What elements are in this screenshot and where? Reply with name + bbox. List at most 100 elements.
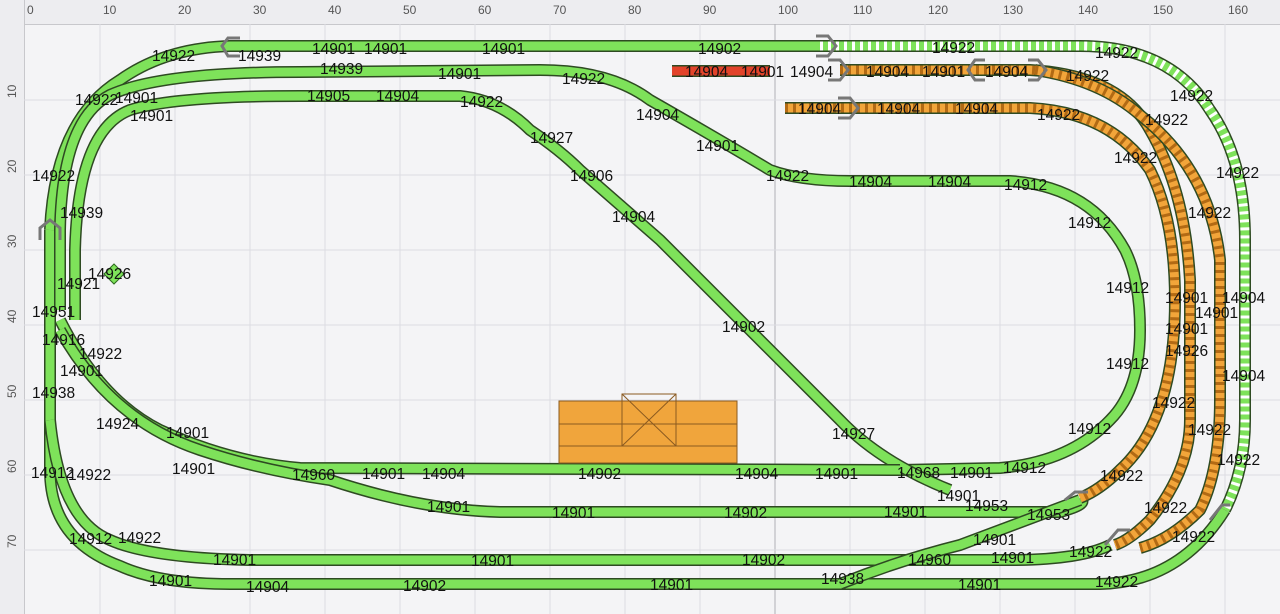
track-inner-loop[interactable] <box>70 91 952 495</box>
track-middle-lower[interactable] <box>45 419 1113 565</box>
svg-text:14960: 14960 <box>908 552 951 569</box>
svg-text:100: 100 <box>778 3 798 17</box>
svg-text:14902: 14902 <box>724 505 767 522</box>
svg-text:14901: 14901 <box>922 64 965 81</box>
svg-text:14922: 14922 <box>562 71 605 88</box>
svg-text:14901: 14901 <box>950 465 993 482</box>
svg-text:14904: 14904 <box>790 64 833 81</box>
svg-text:14922: 14922 <box>1217 452 1260 469</box>
svg-text:14904: 14904 <box>376 88 419 105</box>
svg-text:14904: 14904 <box>955 101 998 118</box>
svg-text:14912: 14912 <box>69 531 112 548</box>
svg-text:14922: 14922 <box>1037 107 1080 124</box>
svg-text:14901: 14901 <box>130 108 173 125</box>
svg-text:14901: 14901 <box>427 499 470 516</box>
svg-text:14922: 14922 <box>1216 165 1259 182</box>
buffer-stop-icon <box>828 58 850 82</box>
svg-text:14927: 14927 <box>832 426 875 443</box>
svg-text:14901: 14901 <box>172 461 215 478</box>
svg-text:14902: 14902 <box>722 319 765 336</box>
svg-text:14901: 14901 <box>884 504 927 521</box>
svg-text:60: 60 <box>478 3 492 17</box>
svg-text:14901: 14901 <box>741 64 784 81</box>
svg-text:14904: 14904 <box>685 64 728 81</box>
svg-text:90: 90 <box>703 3 717 17</box>
svg-text:14904: 14904 <box>928 174 971 191</box>
svg-text:14924: 14924 <box>96 416 139 433</box>
svg-text:14912: 14912 <box>1106 356 1149 373</box>
svg-text:80: 80 <box>628 3 642 17</box>
svg-text:14968: 14968 <box>897 465 940 482</box>
svg-text:14904: 14904 <box>849 174 892 191</box>
track-outer-top[interactable] <box>45 41 820 231</box>
svg-text:14904: 14904 <box>422 466 465 483</box>
svg-text:14904: 14904 <box>1222 368 1265 385</box>
svg-text:14904: 14904 <box>1222 290 1265 307</box>
svg-text:14902: 14902 <box>698 41 741 58</box>
svg-text:14901: 14901 <box>973 532 1016 549</box>
svg-text:14904: 14904 <box>636 107 679 124</box>
svg-text:20: 20 <box>178 3 192 17</box>
svg-text:14922: 14922 <box>1170 88 1213 105</box>
svg-text:14902: 14902 <box>742 552 785 569</box>
svg-text:14912: 14912 <box>1004 177 1047 194</box>
svg-text:14939: 14939 <box>60 205 103 222</box>
svg-text:140: 140 <box>1078 3 1098 17</box>
svg-text:14939: 14939 <box>320 61 363 78</box>
buffer-stop-icon <box>1064 490 1088 502</box>
svg-text:14922: 14922 <box>932 40 975 57</box>
svg-text:14901: 14901 <box>213 552 256 569</box>
svg-text:120: 120 <box>928 3 948 17</box>
track-outer-loop[interactable] <box>45 230 1229 589</box>
track-ties <box>1034 65 1225 553</box>
svg-text:14906: 14906 <box>570 168 613 185</box>
svg-text:14938: 14938 <box>821 571 864 588</box>
track-labels: 14922 14939 14901 14901 14901 14902 1492… <box>31 40 1265 596</box>
svg-text:14926: 14926 <box>88 266 131 283</box>
svg-text:40: 40 <box>5 309 19 323</box>
svg-text:14912: 14912 <box>1068 215 1111 232</box>
ruler-tick-labels: 0 10 20 30 40 50 60 70 80 90 100 110 120… <box>5 3 1248 548</box>
svg-text:14904: 14904 <box>798 101 841 118</box>
svg-text:14901: 14901 <box>1195 305 1238 322</box>
svg-text:14901: 14901 <box>958 577 1001 594</box>
svg-text:14922: 14922 <box>1152 395 1195 412</box>
svg-text:14922: 14922 <box>1188 422 1231 439</box>
svg-text:14922: 14922 <box>79 346 122 363</box>
svg-text:14912: 14912 <box>1068 421 1111 438</box>
svg-text:14922: 14922 <box>1145 112 1188 129</box>
svg-text:14912: 14912 <box>1106 280 1149 297</box>
buffer-stops <box>38 34 1230 546</box>
svg-text:14901: 14901 <box>552 505 595 522</box>
svg-text:14922: 14922 <box>1144 500 1187 517</box>
svg-text:130: 130 <box>1003 3 1023 17</box>
svg-text:14901: 14901 <box>60 363 103 380</box>
svg-text:14938: 14938 <box>32 385 75 402</box>
svg-text:14904: 14904 <box>612 209 655 226</box>
track-second-loop[interactable] <box>55 65 1145 475</box>
track-piece-14926-icon[interactable] <box>103 263 125 285</box>
svg-text:14922: 14922 <box>1188 205 1231 222</box>
svg-text:14922: 14922 <box>1100 468 1143 485</box>
svg-text:110: 110 <box>853 3 872 17</box>
svg-text:14904: 14904 <box>246 579 289 596</box>
track-crossover[interactable] <box>838 495 1082 589</box>
svg-text:14926: 14926 <box>1165 343 1208 360</box>
svg-text:50: 50 <box>403 3 417 17</box>
svg-text:14901: 14901 <box>149 573 192 590</box>
svg-text:14901: 14901 <box>1165 321 1208 338</box>
buffer-stop-icon <box>1103 528 1130 546</box>
svg-text:14902: 14902 <box>403 578 446 595</box>
buffer-stop-icon <box>220 36 240 58</box>
buffer-stop-icon <box>1208 503 1230 521</box>
station-platform[interactable] <box>558 393 738 464</box>
svg-text:14922: 14922 <box>1095 574 1138 591</box>
svg-text:14901: 14901 <box>312 41 355 58</box>
svg-text:60: 60 <box>5 459 19 473</box>
svg-text:14922: 14922 <box>766 168 809 185</box>
svg-text:14904: 14904 <box>877 101 920 118</box>
svg-text:14901: 14901 <box>937 488 980 505</box>
svg-text:14901: 14901 <box>364 41 407 58</box>
svg-text:14921: 14921 <box>57 276 100 293</box>
